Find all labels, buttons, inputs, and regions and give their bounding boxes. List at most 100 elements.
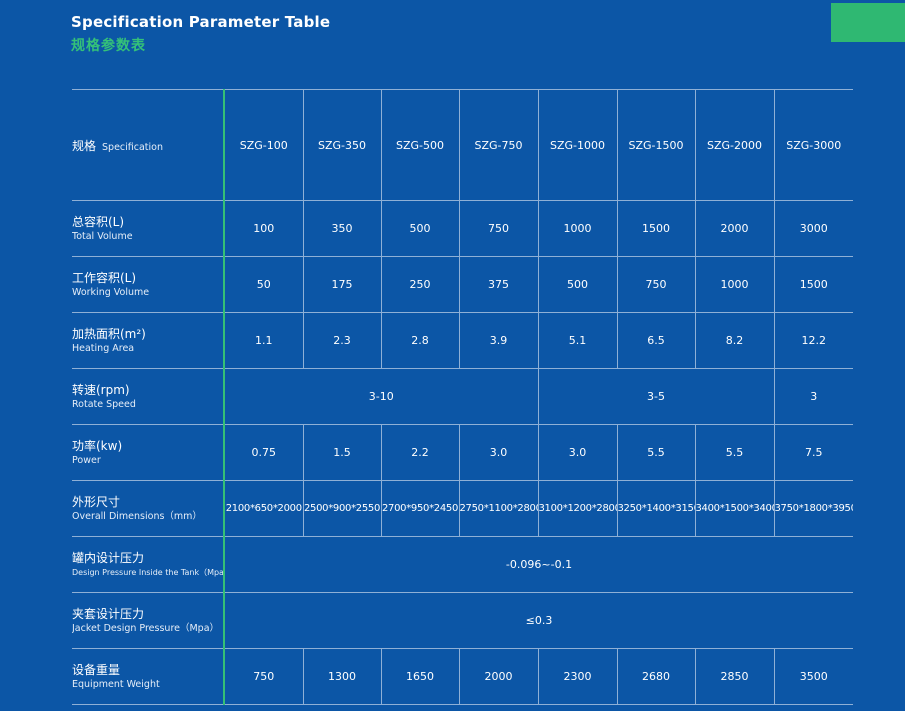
table-row-total-volume: 总容积(L) Total Volume 100 350 500 750 1000… [72,200,853,257]
table-row-equipment-weight: 设备重量 Equipment Weight 750 1300 1650 2000… [72,648,853,705]
value-cell: 5.5 [616,424,695,481]
value-cell: 50 [223,256,303,313]
model-cell: SZG-100 [223,89,303,201]
model-cell: SZG-750 [458,89,538,201]
value-cell: 1.1 [223,312,303,369]
value-cell: 2000 [694,200,774,257]
value-cell: 2.8 [380,312,459,369]
model-cell: SZG-1000 [537,89,617,201]
value-cell: 2700*950*2450 [380,480,459,537]
row-label-working-volume: 工作容积(L) Working Volume [72,256,225,313]
value-cell: 8.2 [694,312,774,369]
model-cell: SZG-1500 [616,89,695,201]
value-cell: 3.9 [458,312,538,369]
row-label-en: Specification [102,141,164,153]
row-label-cn: 外形尺寸 [72,495,121,509]
value-cell: 1650 [380,648,459,705]
value-cell: 2.3 [302,312,381,369]
value-cell: 5.1 [537,312,617,369]
row-label-en: Working Volume [72,287,150,298]
value-cell: 2100*650*2000 [223,480,303,537]
value-cell: 375 [458,256,538,313]
row-label-heating-area: 加热面积(m²) Heating Area [72,312,225,369]
value-cell: 3000 [773,200,853,257]
row-label-cn: 设备重量 [72,663,121,677]
value-cell: 3100*1200*2800 [537,480,617,537]
row-label-specification: 规格 Specification [72,89,225,201]
row-label-en: Overall Dimensions（mm） [72,511,202,522]
value-cell: 2300 [537,648,617,705]
value-cell: 2500*900*2550 [302,480,381,537]
value-cell: 6.5 [616,312,695,369]
row-label-en: Rotate Speed [72,399,136,410]
value-cell: 1.5 [302,424,381,481]
value-cell: 100 [223,200,303,257]
row-label-cn: 夹套设计压力 [72,607,145,621]
row-label-cn: 功率(kw) [72,439,123,453]
value-cell: 3750*1800*3950 [773,480,853,537]
row-label-cn: 加热面积(m²) [72,327,146,341]
value-cell: 3 [773,368,853,425]
table-row-working-volume: 工作容积(L) Working Volume 50 175 250 375 50… [72,256,853,313]
model-cell: SZG-350 [302,89,381,201]
value-cell: 500 [537,256,617,313]
value-cell: 3500 [773,648,853,705]
row-label-en: Design Pressure Inside the Tank（Mpa） [72,568,224,577]
value-cell: 3400*1500*3400 [694,480,774,537]
row-label-cn: 工作容积(L) [72,271,137,285]
table-row-rotate-speed: 转速(rpm) Rotate Speed 3-10 3-5 3 [72,368,853,425]
table-row-specification: 规格 Specification SZG-100 SZG-350 SZG-500 … [72,89,853,201]
row-label-en: Total Volume [72,231,133,242]
row-label-design-pressure-tank: 罐内设计压力 Design Pressure Inside the Tank（M… [72,536,225,593]
value-cell: 2850 [694,648,774,705]
value-cell: 2750*1100*2800 [458,480,538,537]
row-label-power: 功率(kw) Power [72,424,225,481]
table-row-overall-dimensions: 外形尺寸 Overall Dimensions（mm） 2100*650*200… [72,480,853,537]
value-cell: 2000 [458,648,538,705]
row-label-en: Equipment Weight [72,679,160,690]
specification-table: 规格 Specification SZG-100 SZG-350 SZG-500 … [72,89,853,705]
value-cell: 1500 [616,200,695,257]
page-title-cn: 规格参数表 [71,38,146,54]
value-cell: 5.5 [694,424,774,481]
value-cell-merged: ≤0.3 [223,592,853,649]
row-label-total-volume: 总容积(L) Total Volume [72,200,225,257]
value-cell: 500 [380,200,459,257]
table-row-design-pressure-tank: 罐内设计压力 Design Pressure Inside the Tank（M… [72,536,853,593]
table-row-heating-area: 加热面积(m²) Heating Area 1.1 2.3 2.8 3.9 5.… [72,312,853,369]
row-label-cn: 总容积(L) [72,215,125,229]
row-label-rotate-speed: 转速(rpm) Rotate Speed [72,368,225,425]
model-cell: SZG-500 [380,89,459,201]
value-cell: 0.75 [223,424,303,481]
value-cell-merged: 3-5 [537,368,774,425]
value-cell: 750 [616,256,695,313]
value-cell: 2.2 [380,424,459,481]
value-cell-merged: -0.096~-0.1 [223,536,853,593]
row-label-overall-dimensions: 外形尺寸 Overall Dimensions（mm） [72,480,225,537]
value-cell: 3250*1400*3150 [616,480,695,537]
value-cell: 350 [302,200,381,257]
row-label-cn: 转速(rpm) [72,383,130,397]
value-cell: 1000 [694,256,774,313]
value-cell: 2680 [616,648,695,705]
page-title-en: Specification Parameter Table [71,13,331,31]
model-cell: SZG-3000 [773,89,853,201]
value-cell: 3.0 [458,424,538,481]
value-cell: 750 [458,200,538,257]
value-cell: 3.0 [537,424,617,481]
table-row-power: 功率(kw) Power 0.75 1.5 2.2 3.0 3.0 5.5 5.… [72,424,853,481]
value-cell: 1300 [302,648,381,705]
value-cell: 7.5 [773,424,853,481]
table-row-jacket-pressure: 夹套设计压力 Jacket Design Pressure（Mpa） ≤0.3 [72,592,853,649]
value-cell-merged: 3-10 [223,368,538,425]
decorative-green-block [831,3,905,42]
value-cell: 1500 [773,256,853,313]
value-cell: 175 [302,256,381,313]
value-cell: 12.2 [773,312,853,369]
value-cell: 1000 [537,200,617,257]
model-cell: SZG-2000 [694,89,774,201]
row-label-cn: 规格 [72,138,97,153]
row-label-en: Power [72,455,101,466]
row-label-jacket-pressure: 夹套设计压力 Jacket Design Pressure（Mpa） [72,592,225,649]
row-label-equipment-weight: 设备重量 Equipment Weight [72,648,225,705]
